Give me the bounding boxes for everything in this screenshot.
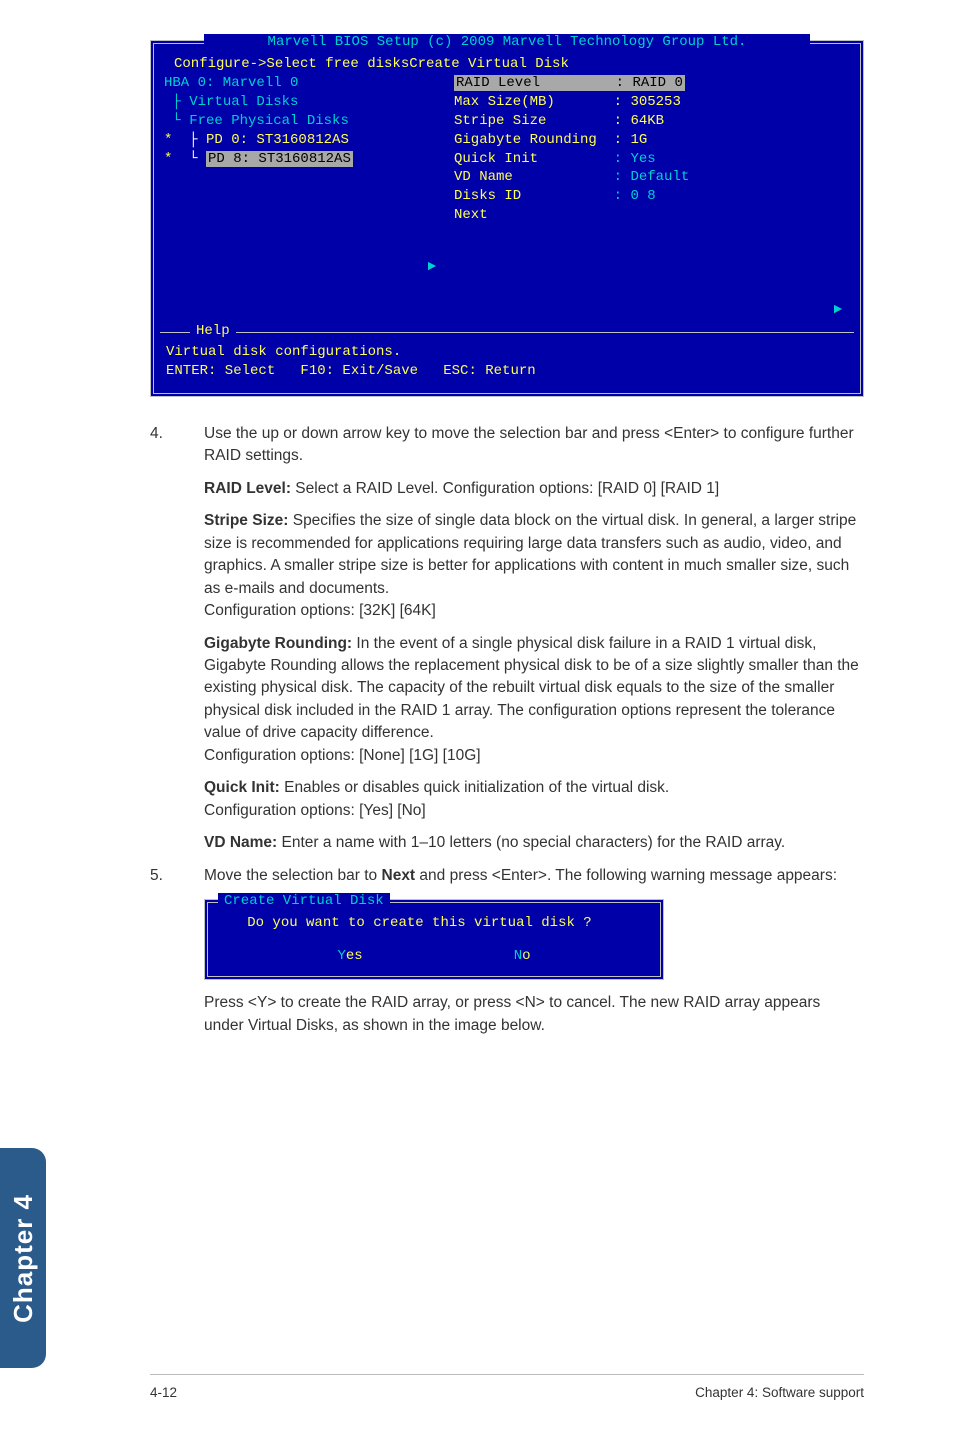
bios-left-panel: HBA 0: Marvell 0 ├ Virtual Disks └ Free … — [164, 74, 444, 320]
step-5: 5. Move the selection bar to Next and pr… — [150, 865, 864, 887]
s5-next: Next — [382, 867, 416, 884]
raid-level-bold: RAID Level: — [204, 480, 291, 497]
step-4: 4. Use the up or down arrow key to move … — [150, 423, 864, 468]
qinit-opts: Configuration options: [Yes] [No] — [204, 802, 426, 819]
step-5-num: 5. — [150, 865, 204, 887]
bios-right-panel: RAID Level : RAID 0 Max Size(MB) : 30525… — [444, 74, 850, 320]
giga-opts: Configuration options: [None] [1G] [10G] — [204, 747, 481, 764]
warning-box: Create Virtual Disk Do you want to creat… — [204, 899, 664, 980]
spacer2 — [454, 225, 850, 301]
warn-line: Do you want to create this virtual disk … — [222, 913, 646, 934]
bios-screenshot: Marvell BIOS Setup (c) 2009 Marvell Tech… — [150, 40, 864, 397]
s5-post: and press <Enter>. The following warning… — [415, 867, 837, 884]
vd-para: VD Name: Enter a name with 1–10 letters … — [204, 832, 864, 854]
chapter-tab-text: Chapter 4 — [8, 1194, 39, 1323]
stripe-para: Stripe Size: Specifies the size of singl… — [204, 510, 864, 622]
help2: ENTER: Select F10: Exit/Save ESC: Return — [166, 362, 850, 381]
vd-bold: VD Name: — [204, 834, 277, 851]
r-raid: RAID Level : RAID 0 — [454, 74, 850, 93]
r-disks: Disks ID : 0 8 — [454, 187, 850, 206]
giga-bold: Gigabyte Rounding: — [204, 635, 352, 652]
free-row: └ Free Physical Disks — [164, 112, 444, 131]
r-stripe: Stripe Size : 64KB — [454, 112, 850, 131]
stripe-text: Specifies the size of single data block … — [204, 512, 856, 596]
help-body: Virtual disk configurations. ENTER: Sele… — [154, 333, 860, 393]
qinit-para: Quick Init: Enables or disables quick in… — [204, 777, 864, 822]
pd0-row: * ├ PD 0: ST3160812AS — [164, 131, 444, 150]
r-next: Next — [454, 206, 850, 225]
footer-right: Chapter 4: Software support — [695, 1385, 864, 1400]
page-footer: 4-12 Chapter 4: Software support — [150, 1374, 864, 1400]
stripe-bold: Stripe Size: — [204, 512, 288, 529]
after-warn: Press <Y> to create the RAID array, or p… — [204, 992, 864, 1037]
help-label: Help — [190, 323, 236, 339]
raid-level-text: Select a RAID Level. Configuration optio… — [291, 480, 719, 497]
warn-yn: Yes No — [222, 934, 646, 964]
hba-row: HBA 0: Marvell 0 — [164, 74, 444, 93]
qinit-text: Enables or disables quick initialization… — [280, 779, 669, 796]
warn-no: No — [514, 948, 531, 964]
step-4-body: Use the up or down arrow key to move the… — [204, 423, 864, 468]
chapter-tab: Chapter 4 — [0, 1148, 46, 1368]
arrow-r2: ► — [454, 301, 850, 320]
spacer — [164, 168, 444, 258]
vdisks-row: ├ Virtual Disks — [164, 93, 444, 112]
footer-left: 4-12 — [150, 1385, 177, 1400]
giga-para: Gigabyte Rounding: In the event of a sin… — [204, 633, 864, 768]
r-max: Max Size(MB) : 305253 — [454, 93, 850, 112]
step-4-num: 4. — [150, 423, 204, 468]
r-giga: Gigabyte Rounding : 1G — [454, 131, 850, 150]
bios-subtitle: Configure->Select free disksCreate Virtu… — [174, 56, 840, 72]
r-vd: VD Name : Default — [454, 168, 850, 187]
help1: Virtual disk configurations. — [166, 343, 850, 362]
warn-yes: Yes — [337, 948, 362, 964]
help-divider: Help — [160, 332, 854, 333]
step-5-body: Move the selection bar to Next and press… — [204, 865, 864, 887]
warn-title: Create Virtual Disk — [218, 893, 390, 909]
r-qinit: Quick Init : Yes — [454, 150, 850, 169]
stripe-opts: Configuration options: [32K] [64K] — [204, 602, 436, 619]
raid-level-para: RAID Level: Select a RAID Level. Configu… — [204, 478, 864, 500]
vd-text: Enter a name with 1–10 letters (no speci… — [277, 834, 785, 851]
pd8-row: * └ PD 8: ST3160812AS — [164, 150, 444, 169]
arrow-r: ► — [164, 258, 444, 277]
bios-title: Marvell BIOS Setup (c) 2009 Marvell Tech… — [204, 34, 810, 50]
s5-pre: Move the selection bar to — [204, 867, 382, 884]
qinit-bold: Quick Init: — [204, 779, 280, 796]
